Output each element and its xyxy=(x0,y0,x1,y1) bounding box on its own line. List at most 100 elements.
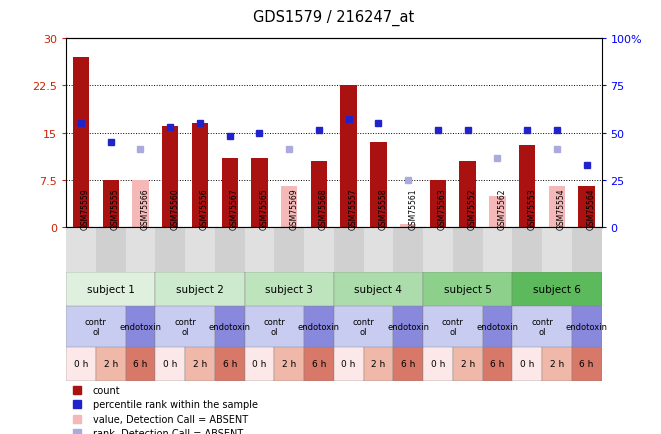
Bar xyxy=(304,227,334,273)
Text: GSM75552: GSM75552 xyxy=(468,188,477,230)
Bar xyxy=(245,347,274,381)
Bar xyxy=(311,161,327,227)
Text: 0 h: 0 h xyxy=(431,360,445,368)
Bar xyxy=(245,273,334,306)
Text: 6 h: 6 h xyxy=(312,360,326,368)
Bar xyxy=(512,227,542,273)
Bar xyxy=(334,306,393,347)
Text: GSM75569: GSM75569 xyxy=(290,188,298,230)
Bar xyxy=(512,273,602,306)
Text: contr
ol: contr ol xyxy=(352,317,375,336)
Text: 2 h: 2 h xyxy=(461,360,475,368)
Text: 2 h: 2 h xyxy=(550,360,564,368)
Text: 2 h: 2 h xyxy=(193,360,207,368)
Bar xyxy=(155,347,185,381)
Bar xyxy=(542,227,572,273)
Text: rank, Detection Call = ABSENT: rank, Detection Call = ABSENT xyxy=(93,428,243,434)
Bar xyxy=(126,306,155,347)
Text: endotoxin: endotoxin xyxy=(566,322,607,331)
Bar xyxy=(162,127,178,227)
Bar xyxy=(66,227,96,273)
Text: 2 h: 2 h xyxy=(104,360,118,368)
Bar xyxy=(572,347,602,381)
Bar xyxy=(549,187,565,227)
Bar xyxy=(453,227,483,273)
Text: 0 h: 0 h xyxy=(520,360,534,368)
Bar xyxy=(185,347,215,381)
Bar xyxy=(423,306,483,347)
Bar xyxy=(370,143,387,227)
Text: GSM75553: GSM75553 xyxy=(527,188,536,230)
Text: 6 h: 6 h xyxy=(223,360,237,368)
Bar xyxy=(423,347,453,381)
Bar xyxy=(192,124,208,227)
Bar xyxy=(245,227,274,273)
Text: 6 h: 6 h xyxy=(580,360,594,368)
Bar xyxy=(215,347,245,381)
Bar xyxy=(512,347,542,381)
Text: endotoxin: endotoxin xyxy=(120,322,161,331)
Bar xyxy=(304,306,334,347)
Text: GSM75558: GSM75558 xyxy=(378,188,387,230)
Text: subject 2: subject 2 xyxy=(176,284,224,294)
Bar xyxy=(215,306,245,347)
Bar xyxy=(542,347,572,381)
Bar xyxy=(334,227,364,273)
Bar xyxy=(185,227,215,273)
Text: contr
ol: contr ol xyxy=(263,317,286,336)
Bar xyxy=(126,347,155,381)
Bar xyxy=(483,306,512,347)
Bar xyxy=(453,347,483,381)
Bar xyxy=(572,306,602,347)
Text: GSM75567: GSM75567 xyxy=(230,188,239,230)
Text: subject 6: subject 6 xyxy=(533,284,581,294)
Bar xyxy=(483,227,512,273)
Bar xyxy=(155,273,245,306)
Bar xyxy=(430,181,446,227)
Bar xyxy=(423,227,453,273)
Bar xyxy=(393,306,423,347)
Text: endotoxin: endotoxin xyxy=(298,322,340,331)
Text: GDS1579 / 216247_at: GDS1579 / 216247_at xyxy=(253,10,414,26)
Text: 6 h: 6 h xyxy=(134,360,147,368)
Bar xyxy=(334,273,423,306)
Bar xyxy=(155,306,215,347)
Bar xyxy=(400,224,416,227)
Text: subject 3: subject 3 xyxy=(265,284,313,294)
Text: GSM75557: GSM75557 xyxy=(349,188,358,230)
Text: GSM75566: GSM75566 xyxy=(141,188,149,230)
Text: contr
ol: contr ol xyxy=(442,317,464,336)
Text: GSM75560: GSM75560 xyxy=(170,188,179,230)
Bar xyxy=(66,273,155,306)
Text: GSM75555: GSM75555 xyxy=(111,188,120,230)
Bar xyxy=(251,158,268,227)
Text: contr
ol: contr ol xyxy=(531,317,553,336)
Bar xyxy=(334,347,364,381)
Text: subject 1: subject 1 xyxy=(87,284,135,294)
Bar xyxy=(96,227,126,273)
Text: GSM75565: GSM75565 xyxy=(259,188,268,230)
Bar xyxy=(393,227,423,273)
Text: endotoxin: endotoxin xyxy=(477,322,518,331)
Text: 6 h: 6 h xyxy=(490,360,504,368)
Bar xyxy=(73,58,89,227)
Text: GSM75562: GSM75562 xyxy=(497,188,506,230)
Bar xyxy=(155,227,185,273)
Text: value, Detection Call = ABSENT: value, Detection Call = ABSENT xyxy=(93,414,248,424)
Bar xyxy=(281,187,297,227)
Bar xyxy=(66,306,126,347)
Bar xyxy=(512,306,572,347)
Text: 0 h: 0 h xyxy=(163,360,177,368)
Bar xyxy=(245,306,304,347)
Bar xyxy=(519,146,535,227)
Bar xyxy=(572,227,602,273)
Text: subject 4: subject 4 xyxy=(354,284,403,294)
Text: subject 5: subject 5 xyxy=(444,284,492,294)
Text: 0 h: 0 h xyxy=(342,360,356,368)
Text: percentile rank within the sample: percentile rank within the sample xyxy=(93,399,258,409)
Text: GSM75554: GSM75554 xyxy=(557,188,566,230)
Text: 0 h: 0 h xyxy=(74,360,88,368)
Bar xyxy=(423,273,512,306)
Bar xyxy=(274,347,304,381)
Text: endotoxin: endotoxin xyxy=(209,322,251,331)
